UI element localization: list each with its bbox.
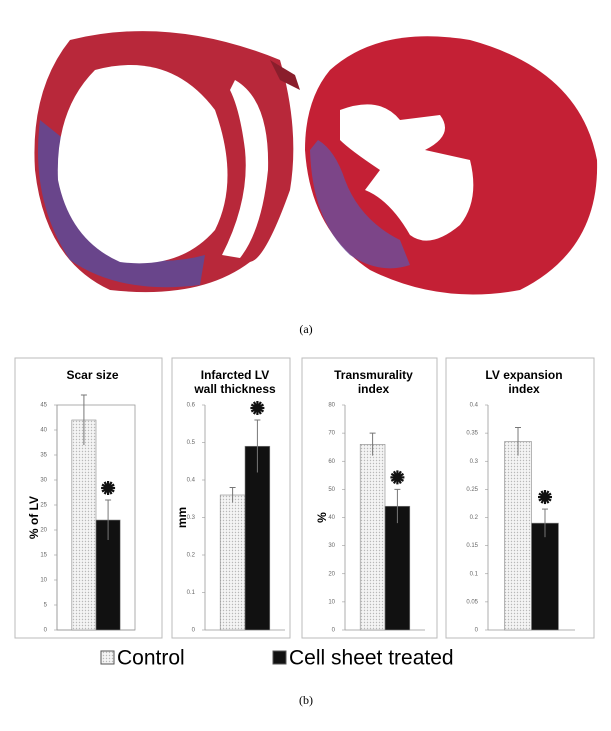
marker-core [541, 494, 548, 501]
caption: (b) [299, 693, 313, 707]
y-tick-label: 0.35 [466, 431, 478, 437]
y-tick-label: 10 [40, 578, 47, 584]
y-tick-label: 0.05 [466, 599, 478, 605]
y-tick-label: 80 [328, 403, 335, 409]
bar [244, 445, 271, 631]
y-tick-label: 25 [40, 503, 47, 509]
y-tick-label: 30 [328, 543, 335, 549]
marker-core [254, 405, 261, 411]
panel-frame [301, 357, 438, 639]
bar [71, 419, 97, 631]
y-axis-label: % of LV [27, 496, 41, 539]
y-tick-label: 50 [328, 487, 335, 493]
y-tick-label: 0.15 [466, 543, 478, 549]
bar [384, 505, 411, 631]
y-tick-label: 0.2 [187, 553, 196, 559]
y-tick-label: 0.25 [466, 487, 478, 493]
y-tick-label: 0.2 [470, 515, 479, 521]
legend-swatch [272, 650, 287, 665]
bar [219, 494, 246, 631]
marker-core [105, 485, 112, 491]
y-tick-label: 10 [328, 599, 335, 605]
y-tick-label: 70 [328, 431, 335, 437]
chart-title: index [508, 382, 540, 396]
significance-marker [537, 490, 552, 505]
y-tick-label: 0.6 [187, 403, 196, 409]
y-tick-label: 0 [332, 628, 336, 634]
marker-core [394, 474, 401, 481]
y-tick-label: 0.3 [470, 459, 479, 465]
chart-title: LV expansion [485, 368, 562, 382]
legend: Control Cell sheet treated [100, 647, 454, 670]
chart-title: wall thickness [193, 382, 276, 396]
bar [359, 444, 386, 631]
chart-title: Scar size [66, 368, 118, 382]
y-tick-label: 20 [40, 528, 47, 534]
legend-label: Control [117, 647, 185, 670]
legend-label: Cell sheet treated [289, 647, 454, 670]
significance-marker [390, 470, 405, 485]
bar [531, 522, 559, 631]
y-tick-label: 15 [40, 553, 47, 559]
y-tick-label: 30 [40, 478, 47, 484]
y-tick-label: 0 [475, 628, 479, 634]
y-tick-label: 45 [40, 403, 47, 409]
y-tick-label: 60 [328, 459, 335, 465]
y-tick-label: 0 [192, 628, 196, 634]
chart-title: index [358, 382, 390, 396]
y-axis-label: % [315, 512, 329, 523]
y-tick-label: 0.4 [187, 478, 196, 484]
y-axis-label: mm [175, 507, 189, 528]
y-tick-label: 0.1 [470, 571, 479, 577]
y-tick-label: 35 [40, 453, 47, 459]
chart-title: Transmurality [334, 368, 413, 382]
panel-frame [171, 357, 291, 639]
y-tick-label: 20 [328, 571, 335, 577]
panel-frame [445, 357, 595, 639]
bar [504, 441, 532, 631]
y-tick-label: 40 [328, 515, 335, 521]
histology-right [305, 36, 598, 295]
y-tick-label: 0 [44, 628, 48, 634]
significance-marker [250, 401, 265, 415]
chart-title: Infarcted LV [201, 368, 269, 382]
caption: (a) [299, 322, 312, 336]
y-tick-label: 0.4 [470, 403, 479, 409]
panel-frame [14, 357, 163, 639]
histology-left [34, 31, 300, 293]
y-tick-label: 40 [40, 428, 47, 434]
significance-marker [101, 481, 116, 495]
y-tick-label: 0.3 [187, 515, 196, 521]
y-tick-label: 5 [44, 603, 48, 609]
y-tick-label: 0.5 [187, 440, 196, 446]
y-tick-label: 0.1 [187, 590, 196, 596]
legend-swatch [100, 650, 115, 665]
